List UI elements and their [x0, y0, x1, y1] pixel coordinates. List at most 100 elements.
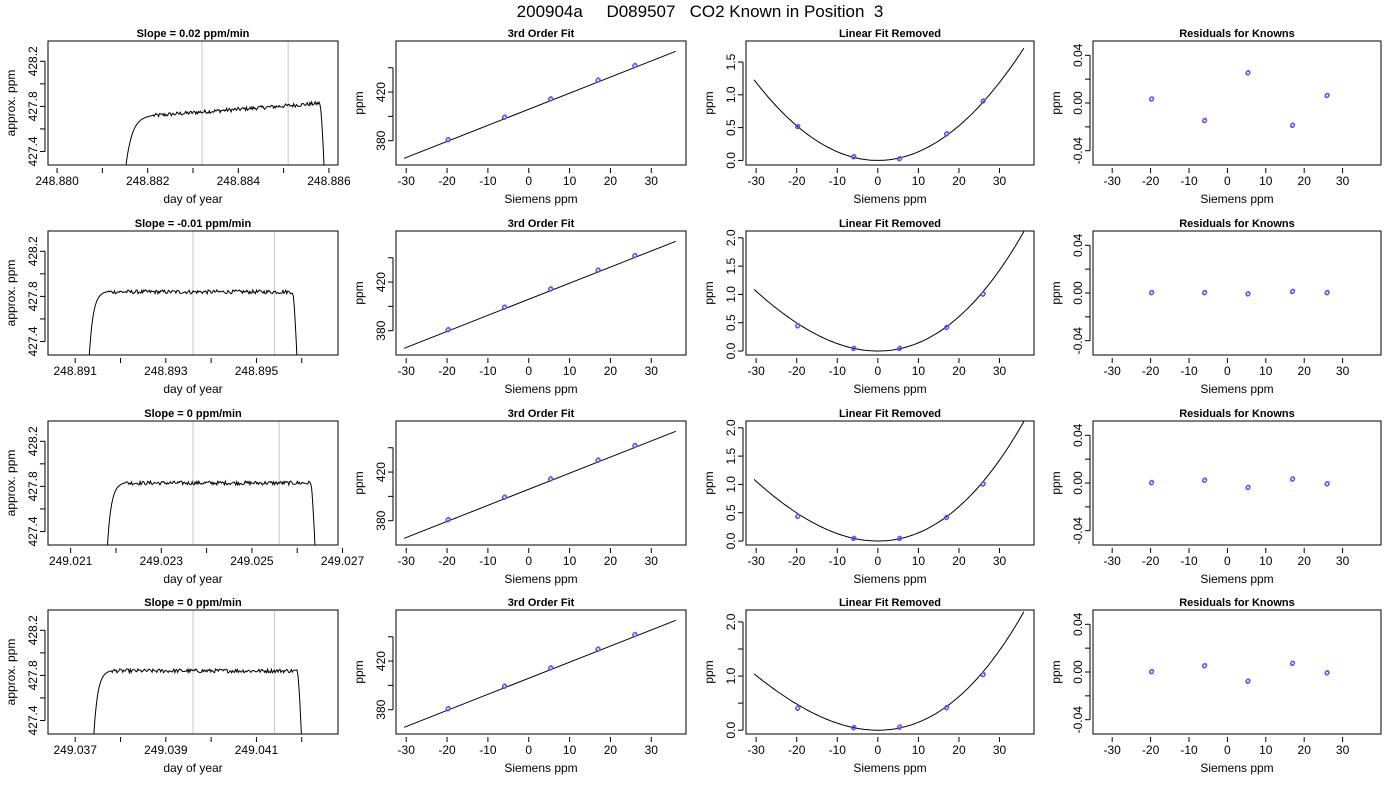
x-tick-label: -10 — [1180, 743, 1198, 757]
data-point — [943, 705, 949, 711]
x-tick-label: -20 — [438, 743, 456, 757]
data-point — [1289, 477, 1295, 482]
data-point — [795, 124, 800, 130]
data-point — [896, 536, 902, 542]
x-axis-label: Siemens ppm — [1200, 192, 1273, 206]
x-tick-label: 10 — [912, 364, 926, 378]
panel-title: Slope = 0.02 ppm/min — [137, 28, 250, 40]
y-tick-label: 0.0 — [724, 722, 738, 739]
plot-area — [125, 41, 325, 165]
x-tick-label: 10 — [1259, 743, 1273, 757]
y-tick-label: 0.04 — [1071, 233, 1085, 257]
data-point — [445, 327, 451, 333]
x-tick-label: -10 — [1180, 554, 1198, 568]
panel-r4c3: Linear Fit Removed -30 -20 -10 0 10 20 30 Siemen… — [702, 597, 1035, 775]
x-tick-label: 248.895 — [235, 364, 279, 378]
x-tick-label: 30 — [1336, 554, 1350, 568]
x-tick-label: 10 — [563, 554, 577, 568]
data-point — [795, 706, 800, 711]
data-point — [1201, 663, 1207, 669]
x-tick-label: -20 — [1142, 743, 1160, 757]
x-tick-label: -20 — [438, 174, 456, 188]
x-tick-label: -30 — [1104, 364, 1122, 378]
data-point — [1324, 670, 1330, 676]
panel-title: Linear Fit Removed — [839, 597, 941, 609]
y-tick-label: -0.04 — [1071, 327, 1085, 355]
y-tick-label: 0.00 — [1071, 91, 1085, 115]
x-tick-label: 10 — [1259, 364, 1273, 378]
y-tick-label: 0.00 — [1071, 281, 1085, 305]
x-tick-label: 20 — [952, 174, 966, 188]
data-point — [547, 476, 553, 482]
x-tick-label: 30 — [645, 554, 659, 568]
y-tick-label: 1.5 — [724, 53, 738, 70]
y-tick-label: 427.4 — [26, 705, 40, 735]
x-tick-label: -20 — [1142, 174, 1160, 188]
panel-r4c1: Slope = 0 ppm/min 249.037 249.039 249.041 da… — [4, 597, 339, 775]
data-point — [445, 137, 451, 143]
plot-frame — [1092, 609, 1382, 735]
x-axis-label: Siemens ppm — [504, 192, 577, 206]
y-tick-label: -0.04 — [1071, 706, 1085, 734]
data-point — [980, 672, 986, 678]
x-tick-label: 20 — [952, 743, 966, 757]
x-tick-label: -10 — [829, 743, 847, 757]
data-point — [632, 632, 637, 638]
data-point — [980, 98, 986, 104]
y-axis-label: ppm — [702, 281, 716, 304]
panel-title: Slope = -0.01 ppm/min — [135, 218, 252, 230]
x-tick-label: 30 — [993, 174, 1007, 188]
panel-r1c3: Linear Fit Removed -30 -20 -10 0 10 20 30 Siemen… — [702, 28, 1035, 206]
x-tick-label: -10 — [1180, 174, 1198, 188]
y-axis-label: ppm — [352, 281, 366, 304]
plot-frame — [1092, 420, 1382, 546]
x-axis-label: day of year — [163, 382, 222, 396]
data-point — [632, 443, 637, 449]
x-tick-label: 30 — [645, 743, 659, 757]
x-axis-label: day of year — [163, 192, 222, 206]
x-tick-label: 20 — [604, 743, 618, 757]
panel-r2c2: 3rd Order Fit -30 -20 -10 0 10 20 30 Siemens ppm… — [352, 218, 687, 396]
y-tick-label: 380 — [374, 320, 388, 340]
x-tick-label: 30 — [993, 554, 1007, 568]
data-point — [501, 495, 507, 500]
y-tick-label: 380 — [374, 130, 388, 150]
y-tick-label: 1.0 — [724, 476, 738, 493]
plot-frame — [1092, 40, 1382, 166]
x-tick-label: -10 — [829, 174, 847, 188]
x-tick-label: 20 — [1298, 174, 1312, 188]
x-tick-label: 248.884 — [217, 174, 261, 188]
x-tick-label: -20 — [788, 743, 806, 757]
plot-area — [403, 619, 676, 728]
data-point — [632, 63, 637, 69]
data-point — [1324, 93, 1330, 99]
data-point — [1245, 291, 1251, 297]
plot-area — [753, 421, 1025, 542]
data-point — [1148, 290, 1154, 296]
data-point — [1148, 480, 1154, 486]
y-axis-label: ppm — [1049, 91, 1063, 114]
panel-title: Linear Fit Removed — [839, 218, 941, 230]
y-axis-label: ppm — [1049, 660, 1063, 683]
x-tick-label: 30 — [993, 364, 1007, 378]
y-axis-label: approx. ppm — [4, 450, 18, 517]
plot-area — [106, 421, 316, 545]
y-tick-label: 1.0 — [724, 667, 738, 684]
data-point — [1148, 669, 1154, 675]
y-tick-label: 0.5 — [724, 504, 738, 521]
data-point — [1201, 290, 1207, 296]
data-point — [547, 286, 553, 292]
x-tick-label: 20 — [604, 174, 618, 188]
panel-title: Residuals for Knowns — [1179, 597, 1295, 609]
plot-area — [1148, 69, 1330, 129]
x-tick-label: -20 — [788, 174, 806, 188]
x-tick-label: 249.039 — [144, 743, 188, 757]
x-axis-label: Siemens ppm — [853, 761, 926, 775]
y-tick-label: 0.04 — [1071, 612, 1085, 636]
data-point — [632, 253, 637, 259]
x-tick-label: -30 — [747, 743, 765, 757]
x-tick-label: -10 — [479, 554, 497, 568]
panel-title: Slope = 0 ppm/min — [144, 597, 242, 609]
x-tick-label: 10 — [912, 174, 926, 188]
